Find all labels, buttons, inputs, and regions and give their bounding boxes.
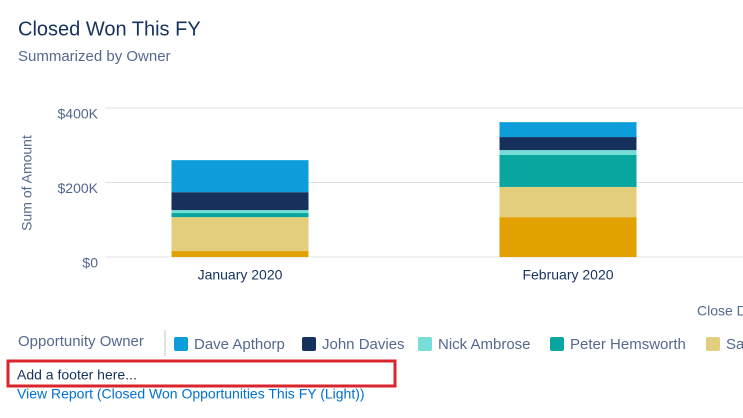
bar-segment xyxy=(499,186,637,218)
x-tick-label: February 2020 xyxy=(522,267,613,283)
view-report-link[interactable]: View Report (Closed Won Opportunities Th… xyxy=(17,386,365,402)
bar-segment xyxy=(499,154,637,187)
x-tick-label: January 2020 xyxy=(198,267,283,283)
y-tick-label: $0 xyxy=(82,255,98,271)
legend-swatch xyxy=(418,337,432,351)
bar-segment xyxy=(499,217,637,257)
legend-label: Dave Apthorp xyxy=(194,336,285,353)
legend-swatch xyxy=(550,337,564,351)
subtitle: Summarized by Owner xyxy=(18,48,171,65)
legend-swatch xyxy=(706,337,720,351)
title: Closed Won This FY xyxy=(18,18,201,40)
bar-segment xyxy=(171,251,309,257)
bar-segment xyxy=(171,210,309,214)
bar-segment xyxy=(171,160,309,193)
footer-input[interactable]: Add a footer here... xyxy=(17,367,137,383)
x-axis-label: Close D xyxy=(697,303,743,319)
bar-segment xyxy=(171,217,309,252)
y-tick-label: $400K xyxy=(58,106,99,122)
bar-segment xyxy=(499,150,637,155)
footer-highlight xyxy=(6,359,397,388)
legend-label: Sa xyxy=(726,336,743,353)
legend-label: John Davies xyxy=(322,336,405,353)
legend-title: Opportunity Owner xyxy=(18,333,144,350)
y-axis-label: Sum of Amount xyxy=(19,135,35,231)
legend-label: Peter Hemsworth xyxy=(570,336,686,353)
bar-segment xyxy=(171,213,309,218)
bar-segment xyxy=(499,122,637,138)
bar-segment xyxy=(171,192,309,211)
legend-swatch xyxy=(174,337,188,351)
y-tick-label: $200K xyxy=(58,180,99,196)
bar-segment xyxy=(499,137,637,151)
legend-swatch xyxy=(302,337,316,351)
legend-label: Nick Ambrose xyxy=(438,336,531,353)
